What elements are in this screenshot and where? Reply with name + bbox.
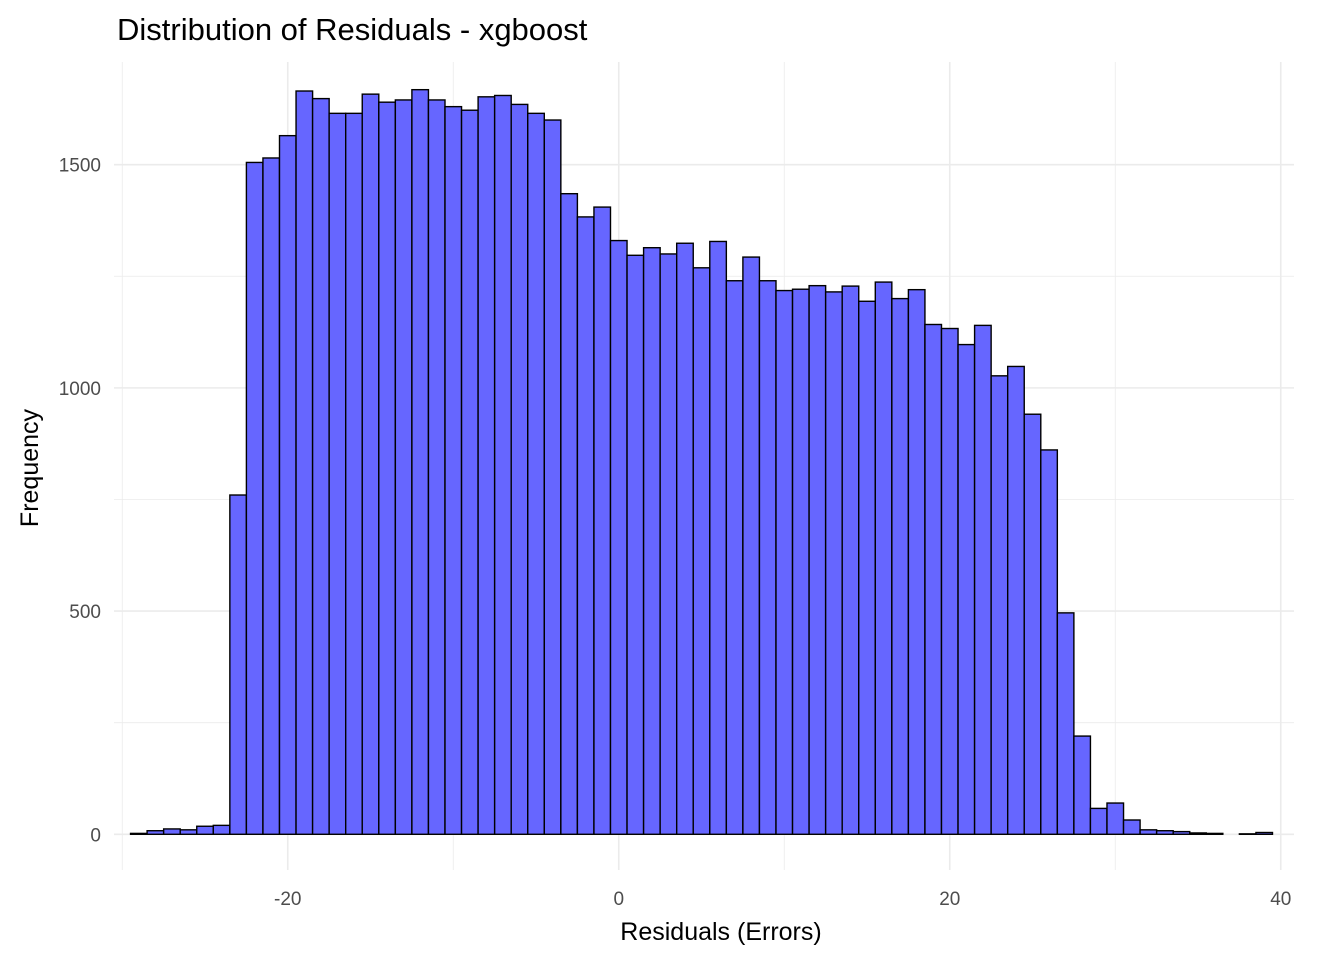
- histogram-bar: [1189, 832, 1207, 835]
- histogram-bar: [1023, 413, 1042, 835]
- histogram-bar: [245, 161, 264, 835]
- histogram-bar: [477, 96, 496, 835]
- x-axis-title: Residuals (Errors): [620, 918, 821, 946]
- histogram-bar: [196, 825, 214, 835]
- histogram-bar: [411, 88, 430, 835]
- histogram-bar: [311, 97, 330, 835]
- histogram-bar: [1056, 612, 1075, 835]
- histogram-bar: [725, 280, 744, 835]
- histogram-bar: [1122, 819, 1141, 835]
- histogram-bar: [378, 101, 397, 835]
- histogram-bar: [692, 267, 711, 835]
- histogram-bar: [891, 297, 910, 835]
- histogram-bar: [1040, 449, 1059, 835]
- histogram-bar: [1139, 829, 1158, 835]
- histogram-bar: [659, 253, 678, 835]
- histogram-bar: [824, 291, 843, 835]
- histogram-bar: [675, 242, 694, 835]
- histogram-bar: [576, 216, 595, 835]
- histogram-bar: [427, 99, 446, 835]
- histogram-bar: [295, 90, 314, 835]
- histogram-bar: [510, 103, 529, 835]
- bars: [129, 88, 1274, 835]
- x-tick-label: -20: [274, 889, 301, 910]
- histogram-bar: [344, 112, 363, 835]
- histogram-bar: [1172, 830, 1191, 835]
- histogram-bar: [394, 99, 413, 835]
- y-tick-label: 1000: [59, 379, 101, 400]
- histogram-bar: [758, 280, 777, 835]
- histogram-bar: [444, 105, 463, 835]
- histogram-bar: [973, 324, 992, 835]
- histogram-bar: [957, 343, 976, 835]
- histogram-bar: [493, 94, 512, 835]
- histogram-bar: [593, 206, 612, 835]
- histogram-bar: [162, 828, 181, 835]
- histogram-bar: [924, 323, 943, 835]
- histogram-bar: [543, 119, 562, 835]
- histogram-bar: [907, 288, 926, 835]
- histogram-bar: [742, 256, 761, 835]
- histogram-bar: [212, 824, 231, 835]
- histogram-bar: [626, 254, 645, 835]
- histogram-bar: [808, 284, 827, 835]
- histogram-bar: [146, 830, 165, 835]
- y-tick-label: 0: [90, 825, 101, 846]
- histogram-bar: [1073, 735, 1092, 835]
- y-tick-label: 1500: [59, 156, 101, 177]
- histogram-bar: [129, 832, 148, 835]
- histogram-bar: [874, 281, 893, 835]
- histogram-bar: [361, 93, 380, 835]
- x-tick-label: 0: [613, 889, 624, 910]
- histogram-bar: [278, 134, 297, 835]
- histogram-bar: [709, 240, 728, 835]
- histogram-bar: [328, 112, 347, 835]
- histogram-bar: [642, 247, 661, 835]
- tick-labels: -20 0 20 40 0 500 1000 1500: [59, 156, 1292, 910]
- histogram-bar: [229, 494, 248, 835]
- y-axis-title: Frequency: [16, 408, 44, 527]
- histogram-bar: [560, 192, 579, 835]
- histogram-bar: [990, 375, 1009, 835]
- y-tick-label: 500: [69, 602, 101, 623]
- histogram-bar: [1106, 802, 1125, 835]
- histogram-bar: [262, 157, 281, 835]
- histogram-bar: [609, 239, 628, 835]
- histogram-bar: [841, 285, 860, 835]
- histogram-bar: [791, 288, 810, 835]
- histogram-bar: [1205, 832, 1224, 835]
- histogram-bar: [1006, 365, 1025, 835]
- histogram-bar: [527, 112, 545, 835]
- chart-title: Distribution of Residuals - xgboost: [117, 12, 588, 47]
- histogram-bar: [775, 289, 794, 835]
- histogram-bar: [1255, 831, 1274, 835]
- histogram-bar: [1155, 830, 1174, 835]
- x-tick-label: 20: [939, 889, 960, 910]
- histogram-bar: [179, 829, 198, 835]
- histogram-bar: [858, 300, 876, 835]
- histogram-bar: [1089, 807, 1108, 835]
- histogram-bar: [460, 109, 479, 835]
- histogram-bar: [940, 327, 959, 835]
- x-tick-label: 40: [1270, 889, 1291, 910]
